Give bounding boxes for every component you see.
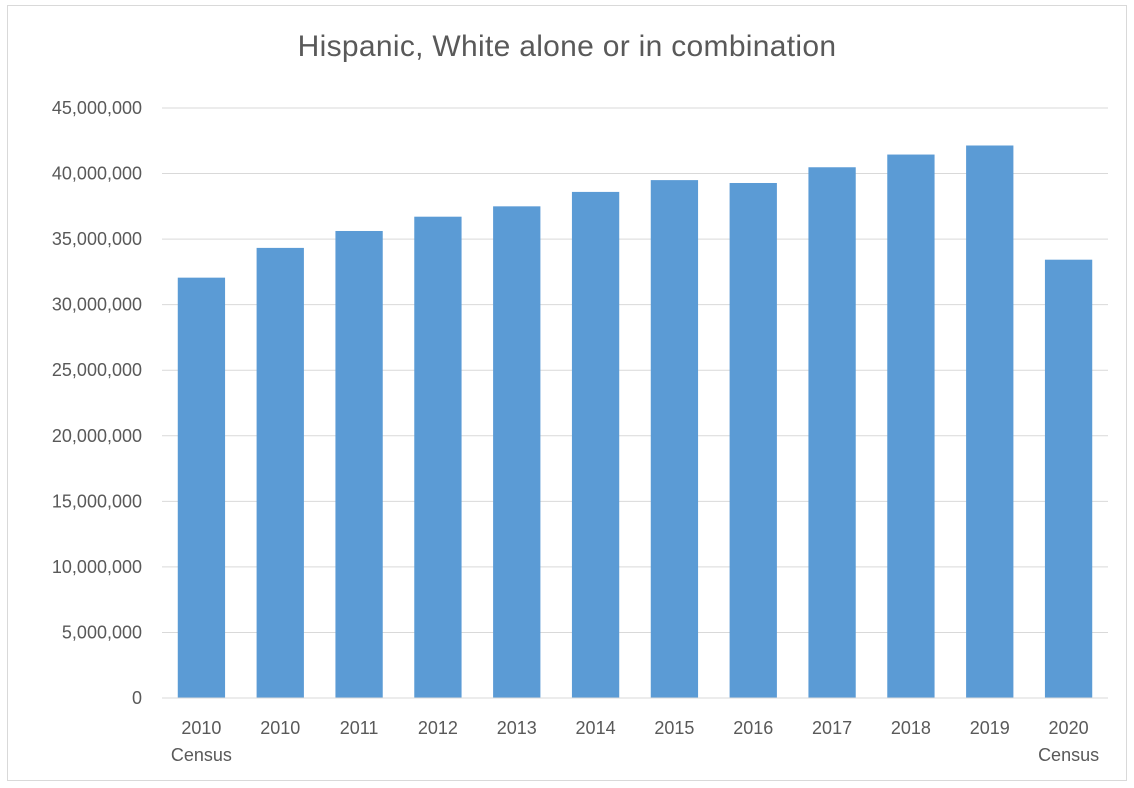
chart-title: Hispanic, White alone or in combination [297, 30, 837, 63]
x-tick-label: Census [1038, 745, 1099, 765]
y-tick-label: 5,000,000 [62, 622, 142, 642]
y-tick-label: 20,000,000 [52, 426, 142, 446]
y-tick-label: 10,000,000 [52, 557, 142, 577]
y-tick-label: 15,000,000 [52, 491, 142, 511]
y-tick-label: 0 [132, 688, 142, 708]
x-tick-label: 2010 [181, 718, 221, 738]
y-tick-label: 35,000,000 [52, 229, 142, 249]
bar [1044, 259, 1093, 698]
x-tick-label: 2017 [812, 718, 852, 738]
gridlines [162, 107, 1108, 633]
x-tick-label: Census [171, 745, 232, 765]
x-tick-label: 2020 [1049, 718, 1089, 738]
x-tick-label: 2012 [418, 718, 458, 738]
bar [650, 180, 699, 699]
x-tick-label: 2013 [497, 718, 537, 738]
bar [256, 247, 304, 698]
y-tick-label: 25,000,000 [52, 360, 142, 380]
x-tick-label: 2018 [891, 718, 931, 738]
x-tick-label: 2010 [260, 718, 300, 738]
bar [335, 230, 383, 698]
bar [571, 191, 620, 698]
x-tick-label: 2015 [654, 718, 694, 738]
x-tick-label: 2014 [576, 718, 616, 738]
bar [808, 167, 856, 699]
x-tick-label: 2019 [970, 718, 1010, 738]
bar [177, 277, 226, 698]
bar [887, 154, 935, 699]
bar [493, 206, 541, 699]
x-tick-label: 2016 [733, 718, 773, 738]
y-tick-label: 30,000,000 [52, 295, 142, 315]
x-tick-label: 2011 [340, 718, 379, 738]
bar [414, 216, 462, 699]
x-axis-tick-labels: 2010 Census 2010 2011 2012 2013 2014 2015 2016 20… [171, 718, 1099, 765]
bar [966, 145, 1014, 698]
bar [729, 182, 777, 699]
y-tick-label: 40,000,000 [52, 164, 142, 184]
bars [177, 145, 1093, 699]
y-tick-label: 45,000,000 [52, 98, 142, 118]
y-axis-tick-labels: 0 5,000,000 10,000,000 15,000,000 20,000,000… [52, 98, 142, 708]
